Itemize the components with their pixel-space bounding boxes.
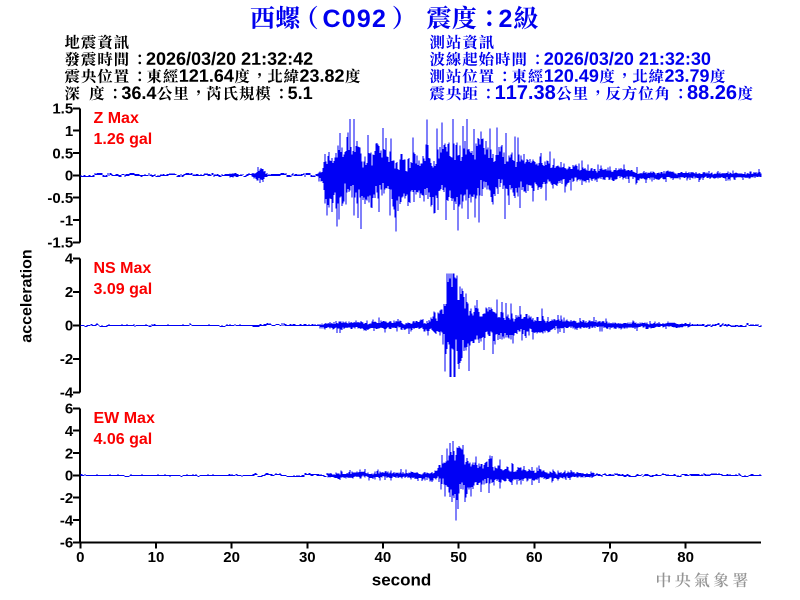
svg-text:60: 60	[526, 549, 543, 566]
svg-text:-2: -2	[60, 490, 73, 507]
svg-text:1: 1	[65, 123, 73, 140]
svg-text:50: 50	[450, 549, 467, 566]
svg-text:EW Max: EW Max	[94, 410, 155, 427]
svg-text:20: 20	[223, 549, 240, 566]
svg-text:1.5: 1.5	[52, 101, 73, 118]
svg-text:40: 40	[375, 549, 392, 566]
svg-text:30: 30	[299, 549, 316, 566]
svg-text:Z Max: Z Max	[94, 110, 139, 127]
svg-text:4: 4	[65, 423, 74, 440]
svg-text:0: 0	[65, 318, 73, 335]
svg-text:4.06 gal: 4.06 gal	[94, 431, 153, 448]
svg-text:-0.5: -0.5	[47, 190, 73, 207]
svg-text:6: 6	[65, 401, 73, 418]
svg-text:2: 2	[65, 445, 73, 462]
svg-text:acceleration: acceleration	[19, 249, 36, 342]
svg-text:-1: -1	[60, 212, 73, 229]
svg-text:second: second	[372, 571, 432, 590]
svg-text:3.09 gal: 3.09 gal	[94, 281, 153, 298]
svg-text:4: 4	[65, 251, 74, 268]
svg-text:-1.5: -1.5	[47, 235, 73, 252]
svg-text:2: 2	[65, 284, 73, 301]
svg-text:-4: -4	[60, 512, 74, 529]
svg-text:70: 70	[602, 549, 619, 566]
svg-text:0: 0	[65, 468, 73, 485]
svg-text:-4: -4	[60, 385, 74, 402]
svg-text:0.5: 0.5	[52, 145, 73, 162]
svg-text:-2: -2	[60, 351, 73, 368]
svg-text:80: 80	[677, 549, 694, 566]
svg-text:NS Max: NS Max	[94, 260, 152, 277]
svg-text:1.26 gal: 1.26 gal	[94, 131, 153, 148]
svg-text:-6: -6	[60, 535, 73, 552]
svg-text:0: 0	[65, 168, 73, 185]
svg-text:10: 10	[148, 549, 165, 566]
svg-text:0: 0	[76, 549, 84, 566]
